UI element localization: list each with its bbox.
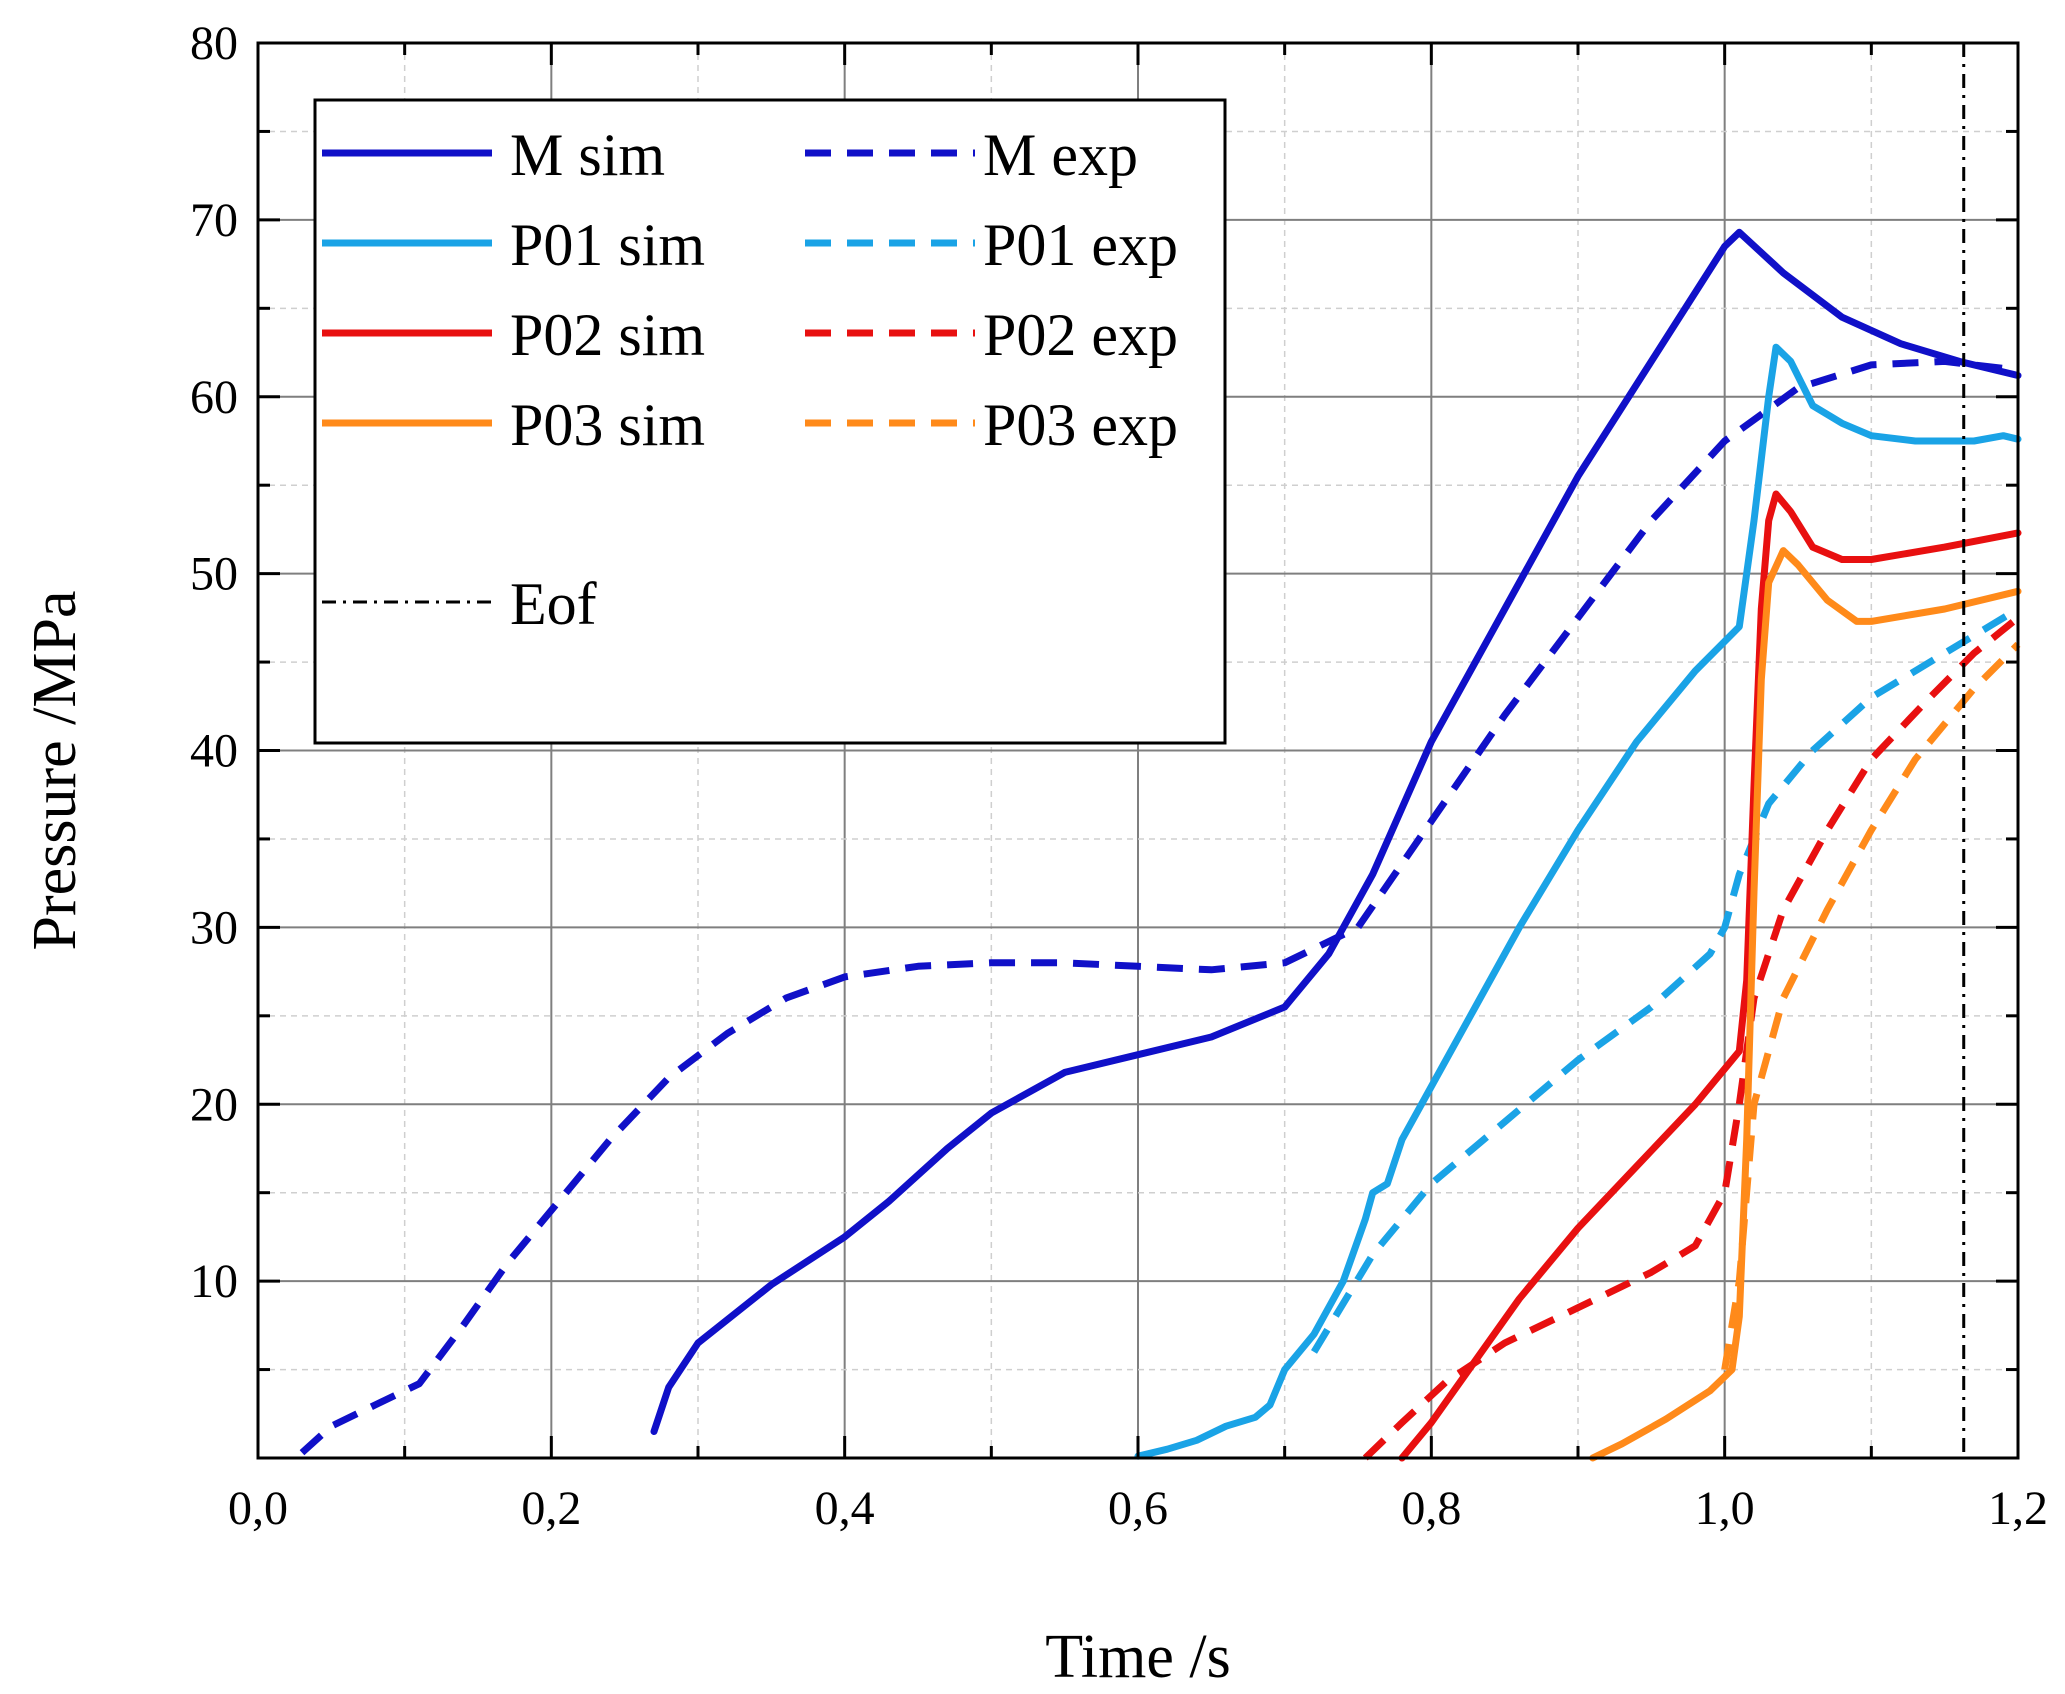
series-line-m-exp [299,357,2019,1456]
x-tick-label: 1,2 [1988,1482,2048,1535]
y-tick-label: 80 [190,17,238,70]
y-tick-label: 40 [190,725,238,778]
y-tick-label: 50 [190,548,238,601]
series-line-p01-exp [1311,606,2020,1354]
x-axis-label: Time /s [1045,1623,1231,1691]
series-line-p03-sim [1589,547,2022,1462]
legend-label: P01 sim [510,212,705,278]
x-tick-label: 0,6 [1108,1482,1168,1535]
series-line-m-sim [650,228,2022,1435]
series-lines [299,228,2022,1462]
series-line-p02-exp [1362,615,2021,1461]
x-tick-label: 0,4 [815,1482,875,1535]
legend-label: P03 exp [983,392,1178,458]
legend-label: Eof [510,571,597,637]
legend-label: P02 sim [510,302,705,368]
x-tick-label: 1,0 [1695,1482,1755,1535]
axis-ticks [256,41,2020,1460]
x-tick-labels: 0,0 0,2 0,4 0,6 0,8 1,0 1,2 [228,1482,2048,1535]
y-tick-label: 60 [190,371,238,424]
series-line-p03-exp [1721,641,2021,1371]
series-line-p02-sim [1398,490,2022,1462]
y-axis-label: Pressure /MPa [21,591,89,951]
y-tick-labels: 10 20 30 40 50 60 70 80 [190,17,238,1308]
legend-label: P03 sim [510,392,705,458]
legend-label: P02 exp [983,302,1178,368]
legend-label: M sim [510,122,665,188]
x-tick-label: 0,2 [521,1482,581,1535]
x-tick-label: 0,8 [1401,1482,1461,1535]
series-line-p01-sim [1134,343,2022,1460]
y-tick-label: 30 [190,901,238,954]
legend-label: M exp [983,122,1138,188]
legend: M sim P01 sim P02 sim P03 sim M exp P01 exp P0… [313,98,1227,745]
y-tick-label: 70 [190,194,238,247]
y-tick-label: 20 [190,1078,238,1131]
y-tick-label: 10 [190,1255,238,1308]
x-tick-label: 0,0 [228,1482,288,1535]
legend-label: P01 exp [983,212,1178,278]
